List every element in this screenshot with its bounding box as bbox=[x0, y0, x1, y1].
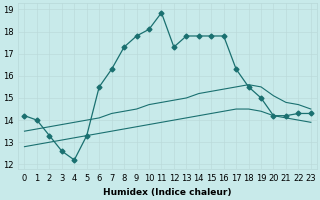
X-axis label: Humidex (Indice chaleur): Humidex (Indice chaleur) bbox=[103, 188, 232, 197]
